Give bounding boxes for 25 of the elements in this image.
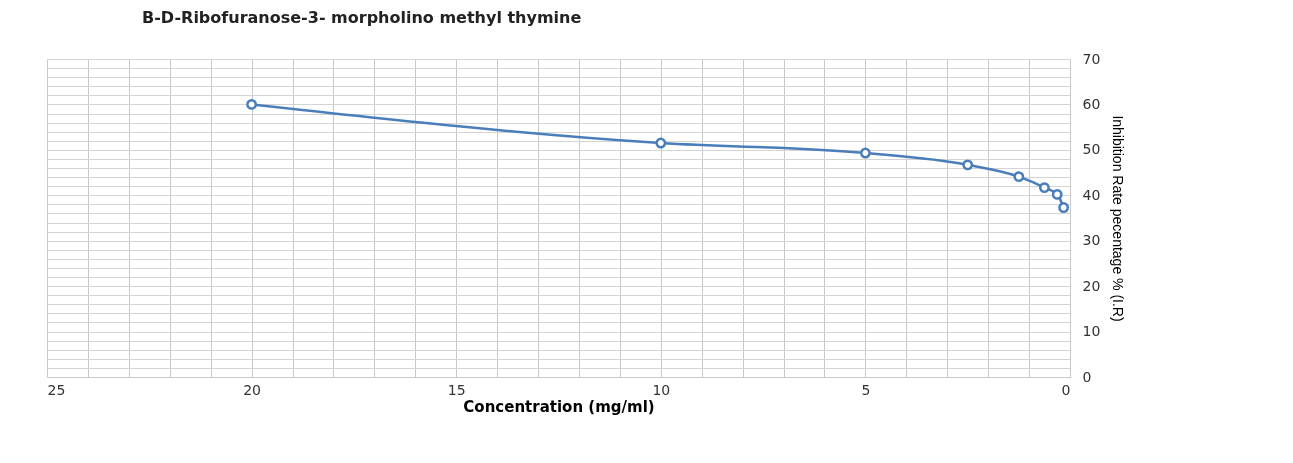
x-tick-label: 25: [47, 381, 66, 398]
x-tick-label: 5: [861, 381, 871, 398]
chart-title: B-D-Ribofuranose-3- morpholino methyl thymine: [142, 8, 582, 27]
point: [1038, 182, 1050, 193]
y-tick-label: 0: [1082, 368, 1092, 385]
y-tick-label: 30: [1082, 232, 1101, 249]
x-tick-label: 15: [447, 381, 466, 398]
y-tick-label: 60: [1082, 95, 1101, 112]
point: [859, 147, 871, 159]
y-tick-label: 40: [1082, 186, 1101, 203]
x-tick-label: 0: [1061, 381, 1071, 398]
x-axis-title: Concentration (mg/ml): [463, 397, 655, 416]
x-tick-label: 20: [243, 381, 262, 398]
point: [246, 99, 258, 110]
point: [1058, 202, 1070, 213]
point: [1013, 171, 1025, 183]
point: [962, 159, 974, 171]
point: [1051, 188, 1063, 200]
y-tick-label: 70: [1082, 50, 1101, 67]
y-axis-title: Inhibition Rate pecentage % (I.R): [1110, 115, 1127, 322]
y-tick-label: 10: [1082, 323, 1101, 340]
point: [655, 137, 667, 149]
x-tick-label: 10: [652, 381, 671, 398]
y-tick-label: 50: [1082, 141, 1101, 158]
y-tick-label: 20: [1082, 277, 1101, 294]
